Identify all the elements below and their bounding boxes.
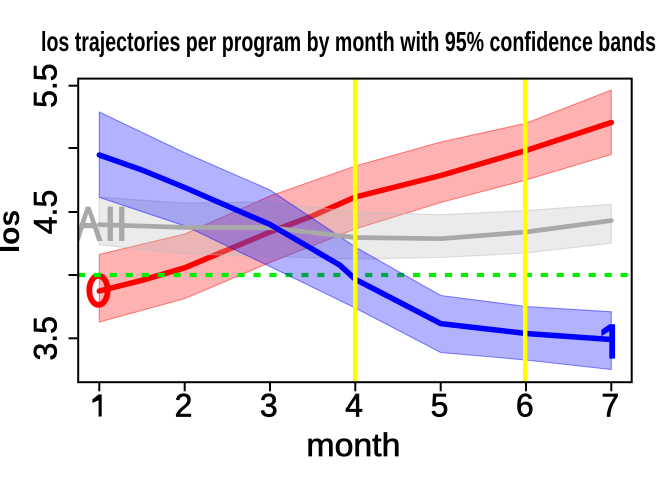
- svg-text:los: los: [0, 210, 26, 253]
- svg-text:los trajectories per program b: los trajectories per program by month wi…: [41, 26, 656, 57]
- svg-text:4.5: 4.5: [27, 190, 63, 234]
- svg-text:3: 3: [260, 387, 278, 423]
- svg-text:6: 6: [516, 387, 534, 423]
- svg-text:2: 2: [175, 387, 193, 423]
- svg-text:4: 4: [345, 387, 363, 423]
- svg-text:3.5: 3.5: [27, 316, 63, 360]
- svg-text:month: month: [306, 427, 400, 463]
- svg-text:7: 7: [601, 387, 619, 423]
- svg-text:5: 5: [431, 387, 449, 423]
- svg-text:5.5: 5.5: [28, 63, 64, 107]
